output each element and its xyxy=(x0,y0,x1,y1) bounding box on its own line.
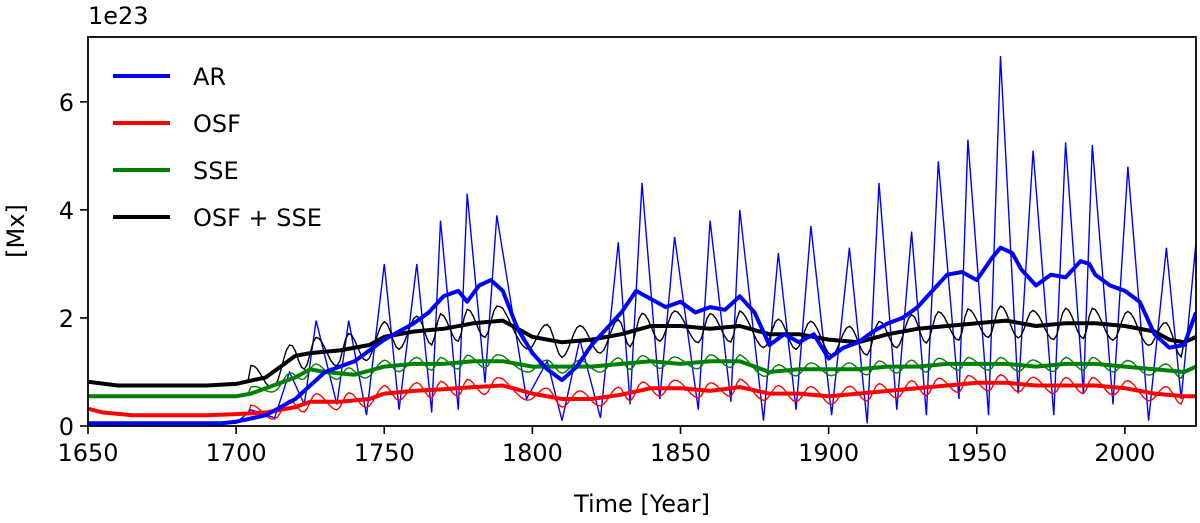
series-smoothed-ar xyxy=(88,245,1196,426)
y-offset-label: 1e23 xyxy=(88,2,149,30)
series-smoothed-osf xyxy=(88,380,1196,418)
plot-series xyxy=(88,55,1196,426)
legend-label-sse: SSE xyxy=(193,157,239,185)
x-tick-label: 1800 xyxy=(502,439,563,467)
x-tick-label: 1700 xyxy=(206,439,267,467)
legend-label-osf-sse: OSF + SSE xyxy=(193,204,322,232)
series-smoothed-osf-sse xyxy=(88,318,1196,388)
legend-label-osf: OSF xyxy=(193,110,241,138)
x-axis: 1650 1700 1750 1800 1850 1900 1950 2000 xyxy=(57,426,1155,467)
legend-label-ar: AR xyxy=(193,63,226,91)
x-tick-label: 1900 xyxy=(798,439,859,467)
y-axis: 0 2 4 6 xyxy=(59,89,88,441)
series-raw-ar xyxy=(88,55,1196,424)
x-tick-label: 1950 xyxy=(946,439,1007,467)
x-tick-label: 1850 xyxy=(650,439,711,467)
y-tick-label: 0 xyxy=(59,413,74,441)
y-tick-label: 4 xyxy=(59,197,74,225)
series-raw-osf xyxy=(88,373,1196,420)
series-raw-osf-sse xyxy=(88,305,1196,388)
y-tick-label: 2 xyxy=(59,305,74,333)
y-axis-label: [Mx] xyxy=(2,204,30,258)
y-tick-label: 6 xyxy=(59,89,74,117)
series-raw-sse xyxy=(88,353,1196,397)
x-axis-label: Time [Year] xyxy=(573,490,710,518)
series-smoothed-sse xyxy=(88,359,1196,399)
x-tick-label: 1750 xyxy=(354,439,415,467)
plot-frame xyxy=(87,36,1197,427)
x-tick-label: 1650 xyxy=(57,439,118,467)
x-tick-label: 2000 xyxy=(1094,439,1155,467)
legend: AR OSF SSE OSF + SSE xyxy=(113,63,322,232)
